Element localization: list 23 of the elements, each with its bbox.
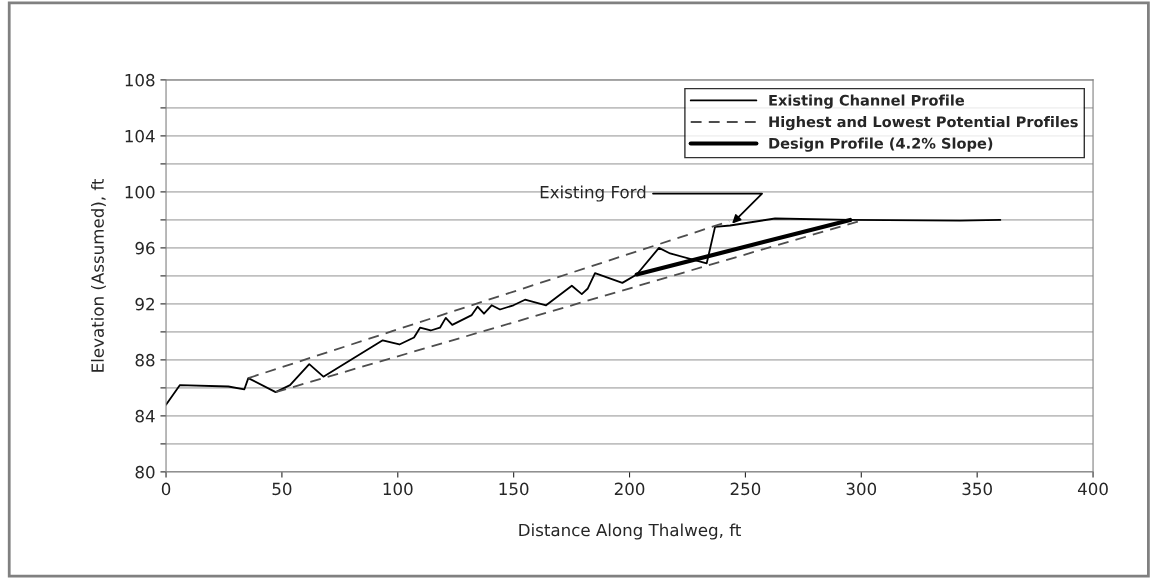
x-tick-label: 150: [499, 482, 529, 496]
y-tick-label: 88: [135, 353, 155, 367]
x-tick-label: 0: [161, 482, 171, 496]
x-tick-label: 400: [1077, 482, 1108, 496]
y-tick-label: 108: [125, 73, 155, 87]
y-tick-label: 84: [135, 409, 155, 423]
y-tick-label: 92: [135, 297, 154, 311]
legend-label: Highest and Lowest Potential Profiles: [769, 116, 1078, 131]
x-axis-title: Distance Along Thalweg, ft: [519, 523, 741, 540]
x-tick-label: 100: [383, 482, 413, 496]
y-axis-title: Elevation (Assumed), ft: [91, 178, 106, 372]
legend-label: Existing Channel Profile: [769, 94, 965, 109]
x-tick-label: 300: [846, 482, 877, 496]
x-tick-label: 350: [962, 482, 992, 496]
x-tick-label: 200: [614, 482, 645, 496]
y-tick-label: 80: [135, 465, 155, 479]
x-tick-label: 250: [730, 482, 761, 496]
x-tick-label: 50: [272, 482, 292, 496]
y-tick-label: 96: [135, 241, 155, 255]
annotation: Existing Ford: [540, 185, 646, 202]
y-tick-label: 100: [125, 185, 155, 199]
legend-label: Design Profile (4.2% Slope): [769, 137, 993, 152]
y-tick-label: 104: [125, 129, 155, 143]
